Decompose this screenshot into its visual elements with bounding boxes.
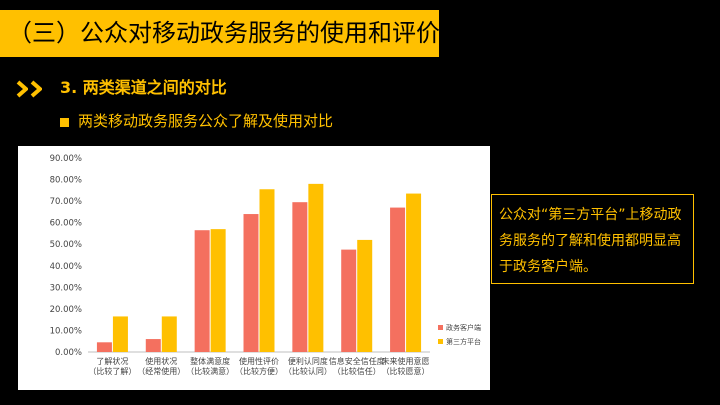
bar-platform <box>112 316 128 352</box>
x-tick-label: （比较方便） <box>235 366 283 376</box>
bar-chart: 0.00% 10.00% 20.00% 30.00% 40.00% 50.00% 60.00… <box>50 154 481 376</box>
bar-client <box>145 339 161 352</box>
x-tick-label: （经常使用） <box>137 366 185 376</box>
page-title: （三）公众对移动政务服务的使用和评价 <box>8 19 440 47</box>
section-title: 3. 两类渠道之间的对比 <box>60 78 227 97</box>
legend-label: 政务客户端 <box>446 323 481 332</box>
x-tick-label: 了解状况 <box>96 356 128 366</box>
note-box: 公众对“第三方平台”上移动政务服务的了解和使用都明显高于政务客户端。 <box>491 194 694 284</box>
double-chevron-right-icon <box>16 80 28 98</box>
double-chevron-right-icon <box>30 80 42 98</box>
bar-platform <box>210 229 226 352</box>
bar-client <box>292 202 308 352</box>
x-tick-label: 信息安全信任度 <box>329 356 385 366</box>
x-tick-label: 使用状况 <box>145 356 177 366</box>
bar-client <box>390 207 406 352</box>
chart-caption: 两类移动政务服务公众了解及使用对比 <box>78 112 334 130</box>
x-tick-label: 使用性评价 <box>239 356 279 366</box>
bar-platform <box>161 316 177 352</box>
bar-platform <box>357 239 373 352</box>
y-tick-label: 20.00% <box>50 305 82 315</box>
bar-platform <box>308 183 324 352</box>
y-tick-label: 30.00% <box>50 283 82 293</box>
x-tick-label: （比较信任） <box>333 366 381 376</box>
legend-swatch <box>438 339 443 344</box>
legend-swatch <box>438 325 443 330</box>
x-tick-label: （比较认同） <box>284 366 332 376</box>
x-tick-label: （比较满意） <box>186 366 234 376</box>
bar-client <box>341 249 357 352</box>
x-tick-label: 未来使用意愿 <box>382 356 430 366</box>
x-tick-label: 整体满意度 <box>190 356 230 366</box>
bar-client <box>194 230 210 352</box>
legend-label: 第三方平台 <box>446 337 481 346</box>
bar-platform <box>406 193 422 352</box>
y-tick-label: 0.00% <box>55 348 82 358</box>
x-tick-label: （比较愿意） <box>382 366 430 376</box>
y-tick-label: 80.00% <box>50 176 82 186</box>
header-bar: （三）公众对移动政务服务的使用和评价 <box>0 10 440 57</box>
x-tick-label: 便利认同度 <box>288 356 328 366</box>
square-bullet-icon <box>60 118 69 127</box>
y-tick-label: 10.00% <box>50 326 82 336</box>
y-tick-label: 50.00% <box>50 240 82 250</box>
bar-client <box>96 342 112 352</box>
y-tick-label: 60.00% <box>50 219 82 229</box>
y-tick-label: 70.00% <box>50 197 82 207</box>
bar-platform <box>259 189 275 352</box>
chart-panel: 0.00% 10.00% 20.00% 30.00% 40.00% 50.00% 60.00… <box>18 146 490 390</box>
y-tick-label: 90.00% <box>50 154 82 164</box>
bar-client <box>243 214 259 352</box>
note-text: 公众对“第三方平台”上移动政务服务的了解和使用都明显高于政务客户端。 <box>499 207 682 275</box>
y-tick-label: 40.00% <box>50 262 82 272</box>
x-tick-label: （比较了解） <box>88 366 136 376</box>
